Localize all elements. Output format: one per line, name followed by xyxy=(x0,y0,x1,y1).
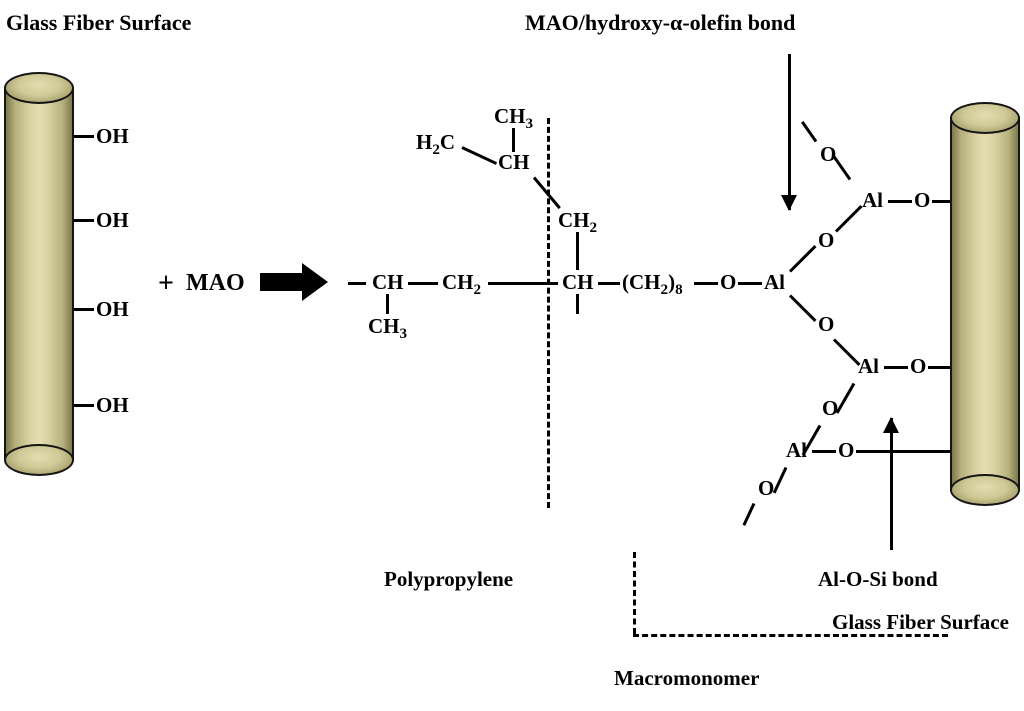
bond-ch-ch3-down xyxy=(386,294,389,314)
chem-al-dn1: Al xyxy=(858,356,879,377)
bond-o-dangle-bot2 xyxy=(742,503,755,526)
chem-ch3-down: CH3 xyxy=(368,316,407,337)
bond-o-al xyxy=(738,282,762,285)
bond-chtop-ch3 xyxy=(512,128,515,152)
chem-ch-center: CH xyxy=(562,272,594,293)
bond-ch-ch2-up xyxy=(576,232,579,270)
bond-o-al-up1 xyxy=(835,205,863,233)
bond-chtop-h2c xyxy=(461,146,497,165)
arrow-aosi-bond xyxy=(890,418,893,550)
bond-o-si-bot xyxy=(856,450,950,453)
bond-ch8-o xyxy=(694,282,718,285)
oh-label-4: OH xyxy=(96,393,129,418)
bond-al-o-dn1 xyxy=(789,294,817,322)
label-glass-fiber-right: Glass Fiber Surface xyxy=(832,610,1009,635)
chem-o-center: O xyxy=(720,272,736,293)
chem-o-surface-mid: O xyxy=(910,356,926,377)
chem-al-up1: Al xyxy=(862,190,883,211)
chem-al-dn2: Al xyxy=(786,440,807,461)
chem-ch3-top: CH3 xyxy=(494,106,533,127)
reagent-mao: MAO xyxy=(186,270,245,297)
oh-label-1: OH xyxy=(96,124,129,149)
label-macromonomer: Macromonomer xyxy=(614,666,759,691)
label-polypropylene: Polypropylene xyxy=(384,567,513,592)
chem-o-dangle-bot: O xyxy=(758,478,774,499)
chem-o-dn1: O xyxy=(818,314,834,335)
bond-al-o-surface-bot xyxy=(812,450,836,453)
fiber-cylinder-right xyxy=(950,102,1020,506)
chem-o-surface-bot: O xyxy=(838,440,854,461)
bond-ch-ch2 xyxy=(408,282,438,285)
bond-al-o-up1 xyxy=(789,245,817,273)
backbone-terminal xyxy=(348,282,366,285)
chem-ch2-8: (CH2)8 xyxy=(622,272,683,293)
oh-bond-2 xyxy=(74,219,94,222)
fiber-cylinder-left xyxy=(4,72,74,476)
plus-sign: + xyxy=(158,268,174,300)
bond-o-al-dn1 xyxy=(833,338,861,366)
chem-ch2-a: CH2 xyxy=(442,272,481,293)
title-glass-fiber-left: Glass Fiber Surface xyxy=(6,10,191,36)
chem-o-surface-up: O xyxy=(914,190,930,211)
oh-bond-1 xyxy=(74,135,94,138)
chem-ch-top: CH xyxy=(498,152,530,173)
bond-al-o-dn2 xyxy=(836,383,856,414)
chem-o-up1: O xyxy=(818,230,834,251)
dashed-divider-vertical xyxy=(547,118,550,508)
macromonomer-dash-v xyxy=(633,552,636,634)
arrow-mao-bond xyxy=(788,54,791,210)
title-mao-bond: MAO/hydroxy-α-olefin bond xyxy=(525,10,795,36)
bond-ch-center-down xyxy=(576,294,579,314)
bond-ch-ch8 xyxy=(598,282,620,285)
diagram-stage: Glass Fiber Surface MAO/hydroxy-α-olefin… xyxy=(0,0,1024,711)
oh-bond-4 xyxy=(74,404,94,407)
bond-o-si-mid xyxy=(928,366,950,369)
bond-o-dangle-up xyxy=(801,121,817,142)
chem-o-up2a: O xyxy=(820,144,836,165)
bond-al-o-surface-mid xyxy=(884,366,908,369)
chem-o-dn2: O xyxy=(822,398,838,419)
macromonomer-dash-h xyxy=(633,634,948,637)
chem-al-center: Al xyxy=(764,272,785,293)
oh-label-3: OH xyxy=(96,297,129,322)
oh-bond-3 xyxy=(74,308,94,311)
reaction-arrow xyxy=(260,263,330,301)
label-aosi-bond: Al-O-Si bond xyxy=(818,567,938,592)
chem-h2c: H2C xyxy=(416,132,455,153)
oh-label-2: OH xyxy=(96,208,129,233)
chem-ch-left: CH xyxy=(372,272,404,293)
bond-al-o-dangle-bot xyxy=(773,467,788,494)
bond-o-si-up xyxy=(932,200,952,203)
bond-al-o-surface-up xyxy=(888,200,912,203)
chem-ch2-top: CH2 xyxy=(558,210,597,231)
